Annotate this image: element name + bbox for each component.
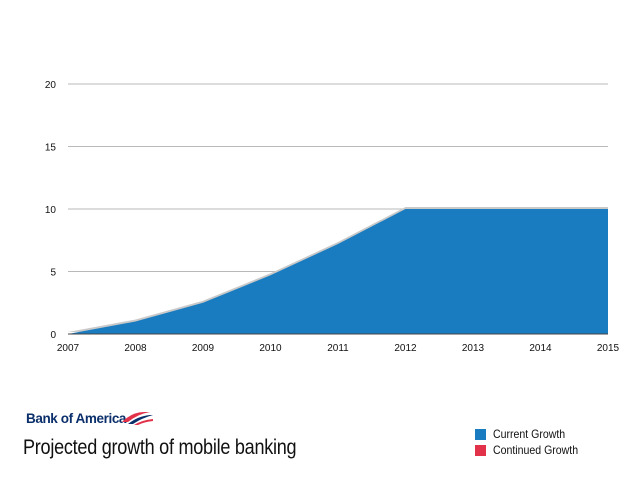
chart-title: Projected growth of mobile banking bbox=[23, 436, 297, 459]
y-tick-label-20: 20 bbox=[45, 80, 57, 91]
x-tick-label-2012: 2012 bbox=[394, 343, 417, 354]
legend-label-continued: Continued Growth bbox=[493, 443, 579, 457]
legend-item-continued: Continued Growth bbox=[475, 442, 590, 458]
x-tick-label-2007: 2007 bbox=[57, 343, 80, 354]
legend-swatch-current bbox=[475, 428, 486, 440]
brand-logo-text: Bank of America bbox=[26, 411, 127, 426]
legend-label-current: Current Growth bbox=[493, 427, 566, 441]
x-tick-label-2014: 2014 bbox=[529, 343, 552, 354]
y-tick-label-15: 15 bbox=[45, 143, 57, 154]
axis-layer: 0 5 10 15 20 2007 2008 2009 2010 2011 2012 2013 2014… bbox=[45, 80, 620, 354]
area-current-growth bbox=[68, 209, 608, 334]
flag-logo-icon bbox=[122, 412, 153, 425]
x-tick-label-2015: 2015 bbox=[597, 343, 620, 354]
area-layer bbox=[68, 207, 608, 334]
x-tick-label-2008: 2008 bbox=[124, 343, 147, 354]
x-tick-label-2011: 2011 bbox=[327, 343, 349, 354]
x-tick-label-2013: 2013 bbox=[462, 343, 485, 354]
legend: Current Growth Continued Growth bbox=[475, 426, 590, 458]
x-tick-label-2010: 2010 bbox=[259, 343, 282, 354]
y-tick-label-0: 0 bbox=[50, 330, 56, 341]
y-tick-label-5: 5 bbox=[50, 268, 56, 279]
legend-swatch-continued bbox=[475, 444, 486, 456]
x-tick-label-2009: 2009 bbox=[192, 343, 215, 354]
y-tick-label-10: 10 bbox=[45, 205, 57, 216]
legend-item-current: Current Growth bbox=[475, 426, 590, 442]
